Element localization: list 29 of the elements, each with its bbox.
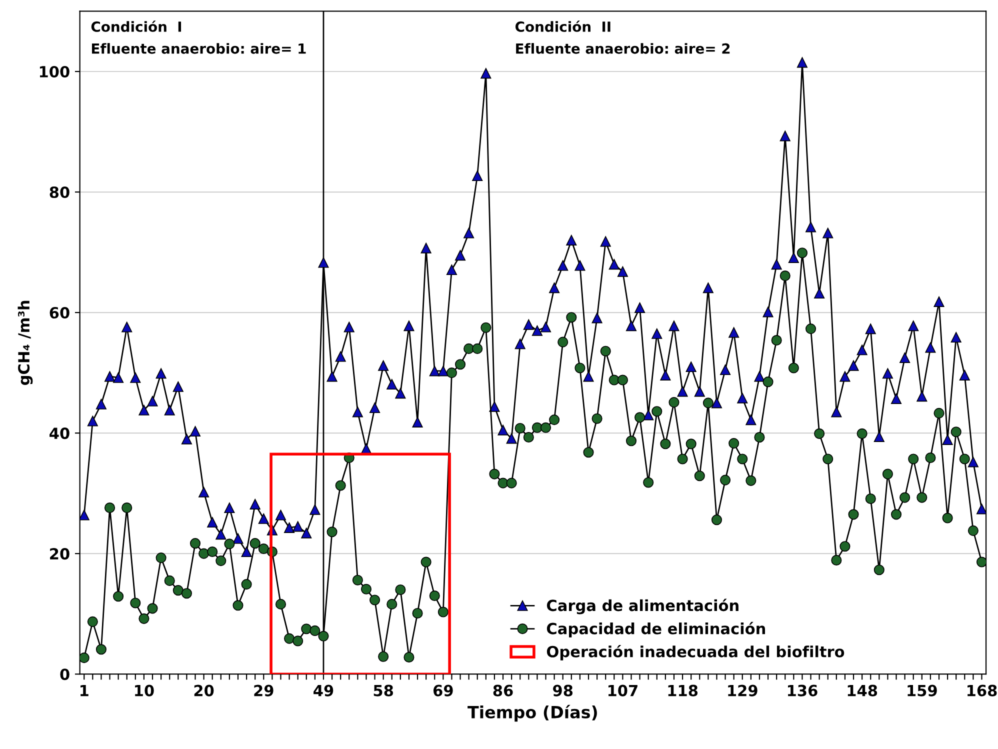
x-tick-label: 69 [433, 684, 453, 696]
annotation: Condición I Efluente anaerobio: aire= 1 [91, 20, 306, 54]
x-tick-label: 129 [728, 684, 758, 696]
x-tick-label: 10 [135, 684, 154, 696]
annotation: Operación inadecuada del biofiltro [546, 644, 844, 660]
x-tick-label: 29 [254, 684, 274, 696]
y-tick-label: 100 [40, 66, 70, 78]
x-tick-label: 148 [848, 684, 878, 696]
x-tick-label: 118 [668, 684, 698, 696]
y-tick-label: 0 [60, 668, 70, 680]
legend-label: Carga de alimentación [546, 598, 738, 614]
legend-label: Capacidad de eliminación [546, 622, 766, 638]
x-tick-label: 168 [968, 684, 997, 696]
x-tick-label: 86 [493, 684, 513, 696]
x-tick-label: 49 [314, 684, 334, 696]
y-tick-label: 20 [50, 548, 70, 560]
x-axis-title: Tiempo (Días) [468, 704, 597, 722]
x-tick-label: 98 [553, 684, 573, 696]
y-axis-title: gCH₄ /m³h [18, 300, 33, 385]
x-tick-label: 20 [194, 684, 214, 696]
x-tick-label: 58 [374, 684, 394, 696]
y-tick-label: 60 [50, 307, 70, 319]
x-tick-label: 107 [608, 684, 638, 696]
y-tick-label: 40 [50, 428, 70, 440]
annotation: Condición II Efluente anaerobio: aire= 2 [516, 20, 730, 54]
x-tick-label: 1 [80, 684, 88, 696]
y-tick-label: 80 [50, 186, 70, 198]
x-tick-label: 136 [788, 684, 818, 696]
x-tick-label: 159 [908, 684, 937, 696]
